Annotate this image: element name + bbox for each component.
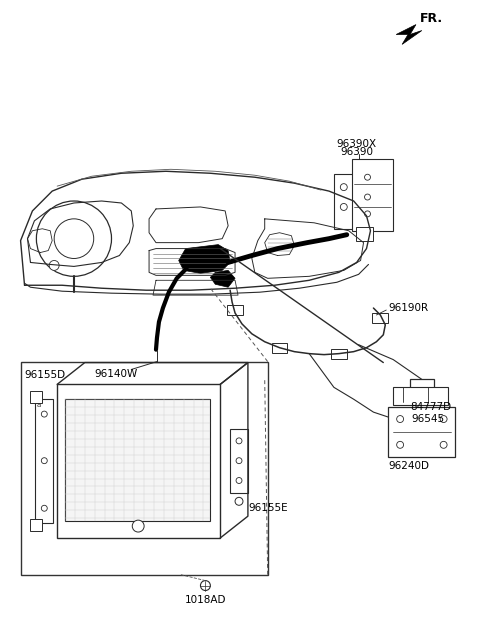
Text: 96240D: 96240D xyxy=(388,461,429,471)
Bar xyxy=(21,362,268,575)
Bar xyxy=(352,160,393,231)
Text: 1018AD: 1018AD xyxy=(185,595,226,605)
Circle shape xyxy=(41,411,47,417)
Bar xyxy=(388,407,456,457)
Bar xyxy=(393,387,447,405)
Bar xyxy=(372,313,388,323)
Bar xyxy=(65,399,210,521)
Circle shape xyxy=(364,194,371,200)
Bar xyxy=(410,379,434,399)
Circle shape xyxy=(54,219,94,259)
Circle shape xyxy=(132,520,144,532)
Circle shape xyxy=(236,458,242,464)
Circle shape xyxy=(201,580,210,590)
Text: 96545: 96545 xyxy=(411,414,444,424)
Bar xyxy=(331,349,347,359)
Text: a: a xyxy=(36,402,41,408)
Circle shape xyxy=(236,478,242,483)
Circle shape xyxy=(364,211,371,217)
Circle shape xyxy=(36,201,111,276)
Bar xyxy=(227,305,243,315)
Circle shape xyxy=(396,441,404,448)
Text: 96390X: 96390X xyxy=(336,140,377,150)
Polygon shape xyxy=(396,24,422,44)
Bar xyxy=(36,399,53,523)
Polygon shape xyxy=(179,245,230,274)
Text: 96155E: 96155E xyxy=(248,503,288,513)
Circle shape xyxy=(440,416,447,423)
Circle shape xyxy=(364,174,371,180)
Circle shape xyxy=(41,458,47,464)
Circle shape xyxy=(440,441,447,448)
Circle shape xyxy=(340,203,347,210)
Bar xyxy=(272,342,288,352)
Bar xyxy=(57,384,220,538)
Bar xyxy=(356,227,373,240)
Text: 96190R: 96190R xyxy=(388,303,428,313)
Bar xyxy=(230,429,248,493)
Bar xyxy=(30,519,42,531)
Circle shape xyxy=(396,416,404,423)
Circle shape xyxy=(340,183,347,190)
Text: 84777D: 84777D xyxy=(410,402,451,412)
Polygon shape xyxy=(210,270,235,287)
Circle shape xyxy=(41,505,47,511)
Text: 96390: 96390 xyxy=(340,147,373,157)
Bar xyxy=(30,391,42,403)
Text: 96140W: 96140W xyxy=(95,369,138,379)
Circle shape xyxy=(49,260,59,270)
Circle shape xyxy=(235,497,243,505)
Circle shape xyxy=(236,438,242,444)
Bar xyxy=(334,174,356,228)
Text: FR.: FR. xyxy=(420,12,443,24)
Text: 96155D: 96155D xyxy=(24,371,66,381)
